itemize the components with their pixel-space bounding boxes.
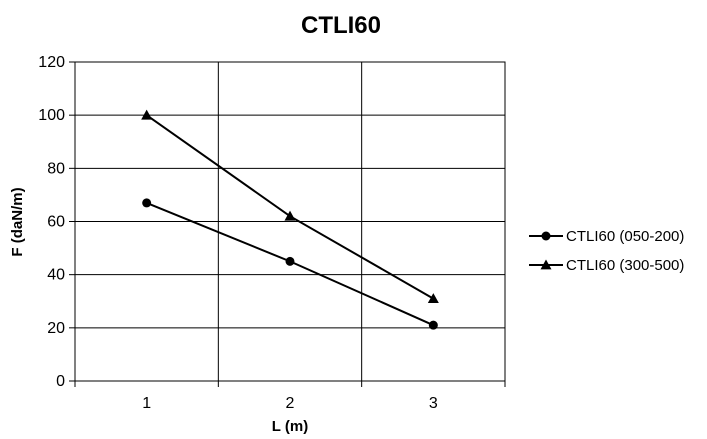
x-tick-label: 1	[142, 395, 151, 412]
series-1-point	[285, 256, 295, 266]
series-2-point	[141, 109, 153, 120]
y-tick-label: 100	[38, 107, 65, 124]
y-tick-label: 20	[47, 320, 65, 337]
legend-marker	[541, 231, 551, 241]
x-axis-label: L (m)	[272, 418, 308, 435]
y-tick-label: 60	[47, 214, 65, 231]
legend-marker	[540, 259, 552, 270]
chart-title: CTLI60	[301, 12, 381, 39]
x-tick-label: 3	[429, 395, 438, 412]
y-axis-label: F (daN/m)	[9, 187, 26, 256]
series-2	[141, 109, 439, 303]
legend-label: CTLI60 (300-500)	[566, 257, 684, 274]
y-tick-label: 40	[47, 267, 65, 284]
legend-label: CTLI60 (050-200)	[566, 228, 684, 245]
y-tick-label: 0	[56, 373, 65, 390]
grid-lines	[75, 61, 505, 382]
x-axis-ticks: 1 2 3	[74, 381, 506, 412]
series-1	[142, 198, 438, 330]
legend: CTLI60 (050-200) CTLI60 (300-500)	[529, 228, 684, 274]
series-2-point	[284, 210, 296, 221]
x-tick-label: 2	[286, 395, 295, 412]
series-2-line	[146, 114, 434, 300]
series-layer	[141, 109, 439, 330]
legend-item-2: CTLI60 (300-500)	[529, 257, 684, 274]
legend-item-1: CTLI60 (050-200)	[529, 228, 684, 245]
y-axis-ticks: 0 20 40 60 80 100 120	[38, 54, 75, 390]
series-1-point	[142, 198, 152, 208]
y-tick-label: 120	[38, 54, 65, 71]
series-2-point	[427, 293, 439, 303]
series-1-point	[428, 320, 438, 330]
y-tick-label: 80	[47, 160, 65, 177]
